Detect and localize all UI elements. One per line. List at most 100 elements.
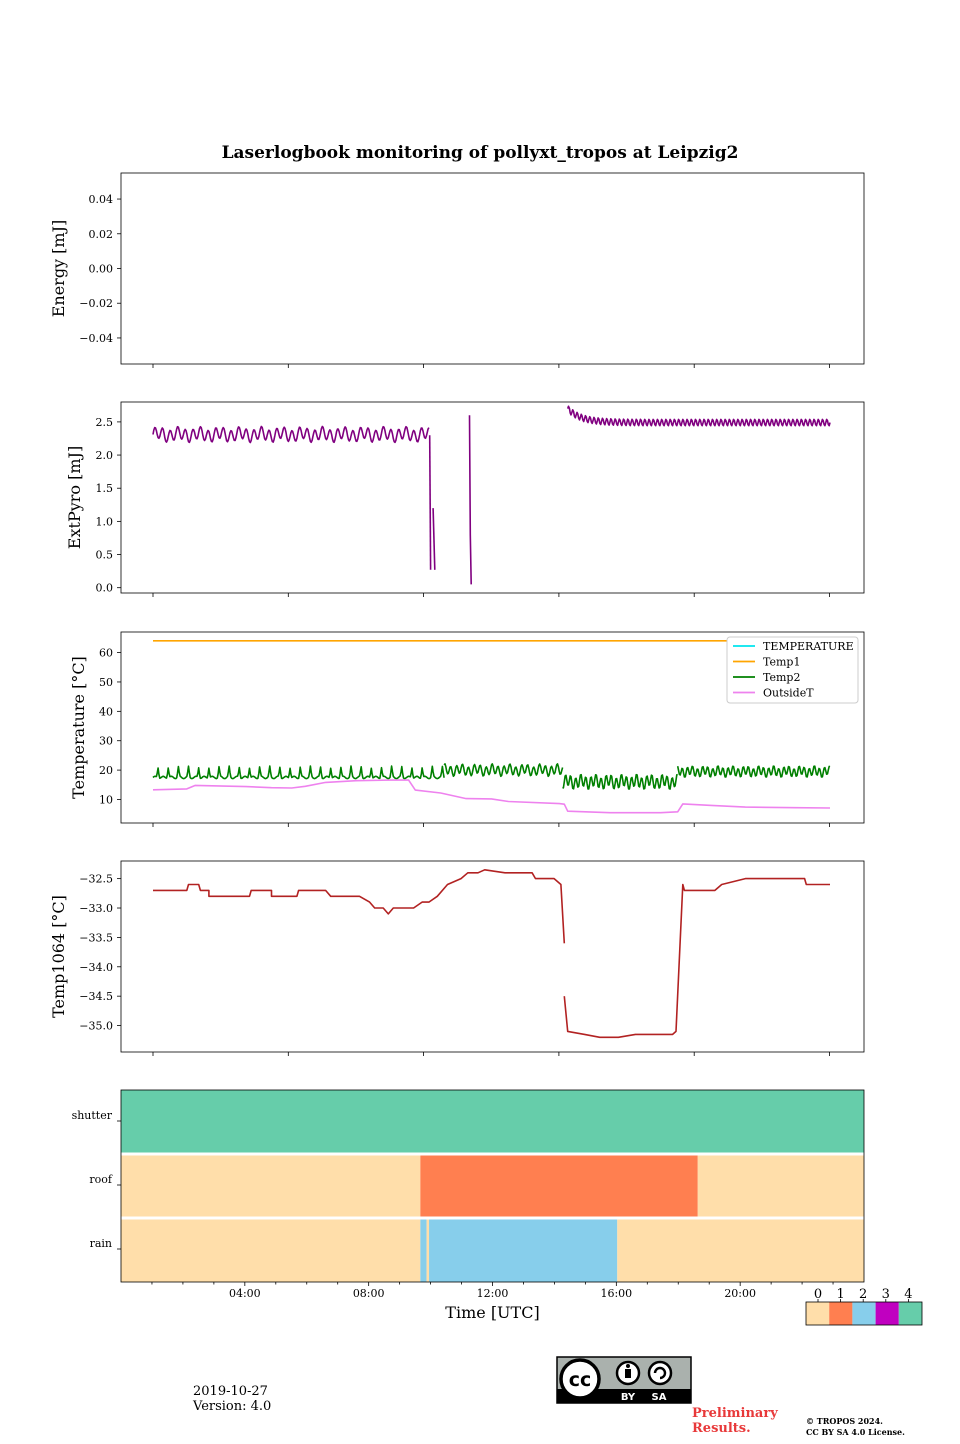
ylabel-temperature: Temperature [°C] (69, 656, 88, 799)
series-line-extpyro-0 (152, 425, 430, 444)
colorbar-swatch-1 (829, 1302, 853, 1325)
panel-temp1064: −32.5 −33.0 −33.5 −34.0 −34.5 −35.0 Temp1064 [… (49, 860, 865, 1056)
colorbar-label-3: 3 (882, 1287, 890, 1302)
legend-label-temperature: TEMPERATURE (763, 640, 854, 653)
ytick-label-temp1064: −35.0 (79, 1020, 113, 1033)
series-line-temp2-0 (152, 765, 445, 780)
series-line-temp2-3 (676, 765, 831, 778)
axes-frame-temperature (120, 631, 865, 824)
colorbar-label-2: 2 (859, 1287, 867, 1302)
status-panel: shutter roof rain 04:00 08:00 12:00 16:00 20:00… (72, 1089, 865, 1322)
copyright-line1: © TROPOS 2024. (806, 1416, 883, 1426)
cc-logo-icon (559, 1358, 601, 1400)
preliminary-label-line1: Preliminary (692, 1406, 778, 1421)
ytick-label-temperature: 40 (99, 705, 113, 718)
xtick-label-status: 20:00 (724, 1287, 756, 1300)
status-cell-roof-3 (697, 1155, 864, 1217)
ylabel-temp1064: Temp1064 [°C] (49, 895, 68, 1018)
ytick-label-temperature: 30 (99, 735, 113, 748)
xtick-label-status: 04:00 (229, 1287, 261, 1300)
xtick-label-status: 12:00 (477, 1287, 509, 1300)
status-cell-shutter-0 (121, 1090, 864, 1153)
status-cell-roof-1 (121, 1155, 421, 1217)
panel-extpyro: 0.0 0.5 1.0 1.5 2.0 2.5 ExtPyro [mJ] (65, 401, 865, 597)
ytick-label-temperature: 60 (99, 647, 113, 660)
chart-panels: 0.04 0.02 0.00 −0.02 −0.04 Energy [mJ] 0.0 0.5 1… (49, 172, 865, 1056)
series-line-temp2-1 (443, 763, 564, 778)
legend-label-temp2: Temp2 (763, 671, 800, 684)
series-line-temp1064-1 (563, 877, 830, 1039)
status-cell-rain-4 (121, 1219, 421, 1282)
cc-by-label: BY (621, 1392, 636, 1403)
status-cell-rain-8 (617, 1219, 864, 1282)
temperature-legend: TEMPERATURE Temp1 Temp2 OutsideT (726, 636, 859, 704)
ytick-label-extpyro: 0.5 (96, 549, 114, 562)
xlabel-status: Time [UTC] (445, 1303, 539, 1322)
ytick-label-energy: −0.02 (79, 297, 113, 310)
ytick-label-temperature: 20 (99, 764, 113, 777)
xtick-label-status: 16:00 (600, 1287, 632, 1300)
panel-energy: 0.04 0.02 0.00 −0.02 −0.04 Energy [mJ] (49, 172, 865, 368)
legend-box (726, 636, 859, 704)
cc-license-badge: cc BY SA (556, 1356, 692, 1404)
ylabel-energy: Energy [mJ] (49, 220, 68, 318)
series-line-temp1064-0 (153, 869, 566, 944)
axes-frame-energy (120, 172, 865, 365)
status-cell-rain-7 (429, 1219, 618, 1282)
axes-frame-temp1064 (120, 860, 865, 1053)
status-cell-roof-2 (420, 1155, 698, 1217)
ytick-label-energy: 0.04 (89, 193, 114, 206)
series-line-outsidet-0 (152, 779, 831, 814)
status-row-label-roof: roof (89, 1173, 113, 1186)
footer-date: 2019-10-27 (193, 1384, 268, 1399)
footer-version: Version: 4.0 (193, 1399, 272, 1414)
axes-frame-extpyro (120, 401, 865, 594)
attribution-icon-body (625, 1369, 631, 1378)
ytick-label-extpyro: 2.0 (96, 449, 114, 462)
ytick-label-extpyro: 1.0 (96, 515, 114, 528)
colorbar-label-1: 1 (836, 1287, 844, 1302)
ytick-label-extpyro: 2.5 (96, 416, 114, 429)
ytick-label-temp1064: −33.0 (79, 902, 113, 915)
ytick-label-temp1064: −34.0 (79, 961, 113, 974)
xtick-label-status: 08:00 (353, 1287, 385, 1300)
series-line-extpyro-4 (566, 405, 831, 427)
ytick-label-extpyro: 1.5 (96, 482, 114, 495)
colorbar-swatch-4 (898, 1302, 922, 1325)
share-alike-icon-arrow (653, 1366, 667, 1380)
ytick-label-temp1064: −33.5 (79, 931, 113, 944)
attribution-icon-head (626, 1364, 630, 1368)
ytick-label-temp1064: −32.5 (79, 873, 113, 886)
status-row-label-shutter: shutter (72, 1109, 113, 1122)
share-alike-icon (647, 1360, 673, 1386)
ytick-label-temperature: 10 (99, 793, 113, 806)
panel-temperature: 10 20 30 40 50 60 Temperature [°C] (69, 631, 865, 827)
colorbar-swatch-0 (806, 1302, 830, 1325)
ytick-label-temperature: 50 (99, 676, 113, 689)
figure-title: Laserlogbook monitoring of pollyxt_tropo… (222, 143, 739, 163)
colorbar-frame (805, 1301, 923, 1326)
series-line-extpyro-2 (432, 508, 436, 570)
ytick-label-energy: 0.00 (89, 263, 114, 276)
series-line-extpyro-3 (468, 415, 472, 585)
series-line-temp2-2 (562, 773, 678, 790)
ytick-label-energy: −0.04 (79, 332, 113, 345)
colorbar-label-0: 0 (814, 1287, 822, 1302)
preliminary-label-line2: Results. (692, 1421, 751, 1436)
colorbar-swatch-3 (875, 1302, 899, 1325)
cc-sa-label: SA (652, 1392, 667, 1403)
ylabel-extpyro: ExtPyro [mJ] (65, 446, 84, 549)
status-row-label-rain: rain (90, 1237, 112, 1250)
status-cell-rain-6 (426, 1219, 430, 1282)
ytick-label-energy: 0.02 (89, 228, 114, 241)
colorbar-label-4: 4 (904, 1287, 912, 1302)
cc-logo-text: cc (569, 1369, 592, 1391)
colorbar-swatch-2 (852, 1302, 876, 1325)
series-line-extpyro-1 (428, 435, 432, 570)
legend-label-temp1: Temp1 (763, 656, 800, 669)
ytick-label-extpyro: 0.0 (96, 582, 114, 595)
copyright-line2: CC BY SA 4.0 License. (806, 1427, 905, 1437)
